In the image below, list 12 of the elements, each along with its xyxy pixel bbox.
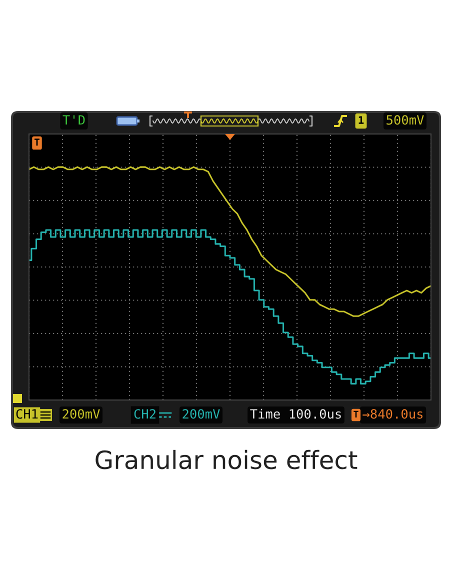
text: T: [34, 138, 40, 146]
legend-label: CH1: [16, 409, 38, 419]
text: 200mV: [62, 409, 100, 419]
text: T: [354, 410, 358, 418]
text: 500mV: [386, 115, 424, 125]
text: →840.0us: [362, 409, 423, 419]
text: 1: [358, 116, 364, 124]
text: T'D: [62, 115, 85, 125]
text: Granular noise effect: [96, 450, 358, 470]
text: Time 100.0us: [250, 408, 341, 419]
text: 200mV: [182, 409, 220, 419]
legend-label: CH2: [134, 409, 156, 419]
